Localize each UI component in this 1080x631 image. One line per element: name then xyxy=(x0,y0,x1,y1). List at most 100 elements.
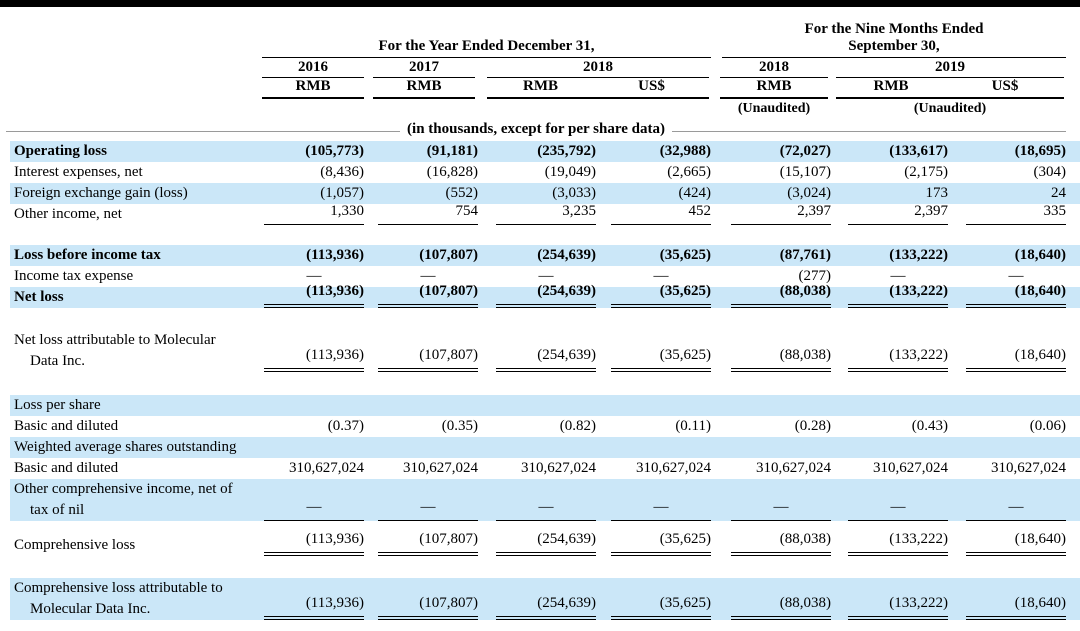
cell-value: — xyxy=(1008,268,1024,284)
value-cell: (16,828) xyxy=(364,162,478,183)
currency-header-2019-group: RMB US$ xyxy=(836,78,1064,99)
table-row: Operating loss (105,773) (91,181) (235,792… xyxy=(0,141,1080,162)
year-header-2016: 2016 xyxy=(262,59,364,78)
value-cell: (2,665) xyxy=(596,162,711,183)
cell-value: (3,033) xyxy=(552,185,596,201)
year-ended-group-title: For the Year Ended December 31, xyxy=(262,38,711,58)
nine-months-title-line1: For the Nine Months Ended xyxy=(804,21,984,37)
value-cell: (1,057) xyxy=(258,183,364,204)
row-label-line: Interest expenses, net xyxy=(14,164,143,180)
cell-value: (0.06) xyxy=(1029,418,1066,434)
table-row: Foreign exchange gain (loss) (1,057) (552… xyxy=(0,183,1080,204)
row-label-line: Income tax expense xyxy=(14,268,134,284)
year-header-2018-nine-months: 2018 xyxy=(720,59,828,78)
value-cell: — xyxy=(596,497,711,521)
cell-value: (18,640) xyxy=(966,281,1066,308)
cell-value: — xyxy=(848,497,948,521)
row-label: Loss per share xyxy=(0,395,258,416)
value-cell: 310,627,024 xyxy=(948,458,1066,479)
cell-value: (113,936) xyxy=(264,345,364,372)
cell-value: (35,625) xyxy=(611,281,711,308)
currency-header-2018-rmb: RMB xyxy=(523,78,558,94)
section-gap xyxy=(0,556,1080,578)
value-cell: — xyxy=(258,266,364,287)
value-cell: 2,397 xyxy=(831,201,948,225)
value-cell: (133,617) xyxy=(831,141,948,162)
cell-value: 1,330 xyxy=(264,201,364,225)
cell-value: (0.11) xyxy=(675,418,711,434)
cell-value: (18,695) xyxy=(1014,143,1066,159)
year-header-2018: 2018 xyxy=(487,59,709,78)
value-cell: (254,639) xyxy=(478,593,596,620)
value-cell: (18,640) xyxy=(948,245,1066,266)
table-row: Other income, net 1,330 754 3,235 452 2,397 2… xyxy=(0,201,1080,225)
value-cell: (18,640) xyxy=(948,345,1066,372)
value-cell: (88,038) xyxy=(711,593,831,620)
cell-value: (18,640) xyxy=(966,345,1066,372)
value-cell: (18,695) xyxy=(948,141,1066,162)
value-cell: — xyxy=(478,497,596,521)
value-cell: (107,807) xyxy=(364,593,478,620)
table-row: Basic and diluted (0.37) (0.35) (0.82) (0.1… xyxy=(0,416,1080,437)
cell-value: (18,640) xyxy=(966,529,1066,556)
cell-value: (133,222) xyxy=(848,345,948,372)
cell-value: 754 xyxy=(378,201,478,225)
cell-value: 335 xyxy=(966,201,1066,225)
value-cell: 1,330 xyxy=(258,201,364,225)
row-label-line: Net loss attributable to Molecular xyxy=(14,332,216,348)
value-cell: (254,639) xyxy=(478,245,596,266)
value-cell: (91,181) xyxy=(364,141,478,162)
table-row: Comprehensive loss attributable to Molecu… xyxy=(0,578,1080,620)
value-cell: (424) xyxy=(596,183,712,204)
cell-value: (133,222) xyxy=(848,281,948,308)
value-cell: (8,436) xyxy=(258,162,364,183)
currency-header-2018-group: RMB US$ xyxy=(487,78,709,99)
row-label: Income tax expense xyxy=(0,266,258,287)
value-cell: (133,222) xyxy=(831,281,948,308)
cell-value: (107,807) xyxy=(378,593,478,620)
value-cell: 2,397 xyxy=(711,201,831,225)
value-cell: (32,988) xyxy=(596,141,711,162)
value-cell: 310,627,024 xyxy=(364,458,478,479)
cell-value: — xyxy=(538,268,554,284)
row-label-line: Basic and diluted xyxy=(14,460,119,476)
currency-header-2016-rmb: RMB xyxy=(262,78,364,99)
row-label: Comprehensive loss attributable to Molecu… xyxy=(0,578,258,620)
cell-value: (277) xyxy=(798,268,832,284)
table-header: For the Year Ended December 31, For the … xyxy=(0,7,1080,141)
cell-value: — xyxy=(420,268,436,284)
table-row: Weighted average shares outstanding xyxy=(0,437,1080,458)
value-cell: — xyxy=(711,497,831,521)
section-gap xyxy=(0,372,1080,395)
value-cell: — xyxy=(948,497,1066,521)
value-cell: (105,773) xyxy=(258,141,364,162)
currency-header-2019-usd: US$ xyxy=(991,78,1019,94)
cell-value: (0.35) xyxy=(441,418,478,434)
cell-value: (107,807) xyxy=(378,281,478,308)
table-row: Comprehensive loss (113,936) (107,807) (25… xyxy=(0,531,1080,556)
period-group-titles: For the Year Ended December 31, For the … xyxy=(0,7,1080,58)
row-label-line: Basic and diluted xyxy=(14,418,119,434)
value-cell: (15,107) xyxy=(711,162,831,183)
value-cell: (35,625) xyxy=(596,245,711,266)
table-row: Loss per share xyxy=(0,395,1080,416)
cell-value: (87,761) xyxy=(779,247,831,263)
value-cell: (18,640) xyxy=(948,593,1066,620)
year-header-2017: 2017 xyxy=(373,59,475,78)
row-label: Basic and diluted xyxy=(0,416,258,437)
value-cell: — xyxy=(478,266,596,287)
cell-value: (88,038) xyxy=(731,345,831,372)
value-cell: — xyxy=(596,266,711,287)
section-gap xyxy=(0,225,1080,245)
value-cell: (0.06) xyxy=(948,416,1066,437)
value-cell: 754 xyxy=(364,201,478,225)
cell-value: (107,807) xyxy=(378,345,478,372)
value-cell: — xyxy=(258,497,364,521)
note-left-rule xyxy=(6,119,401,132)
cell-value: 24 xyxy=(1051,185,1066,201)
cell-value: (0.43) xyxy=(911,418,948,434)
cell-value: — xyxy=(496,497,596,521)
cell-value: 2,397 xyxy=(731,201,831,225)
row-label: Operating loss xyxy=(0,141,258,162)
cell-value: (133,617) xyxy=(889,143,948,159)
